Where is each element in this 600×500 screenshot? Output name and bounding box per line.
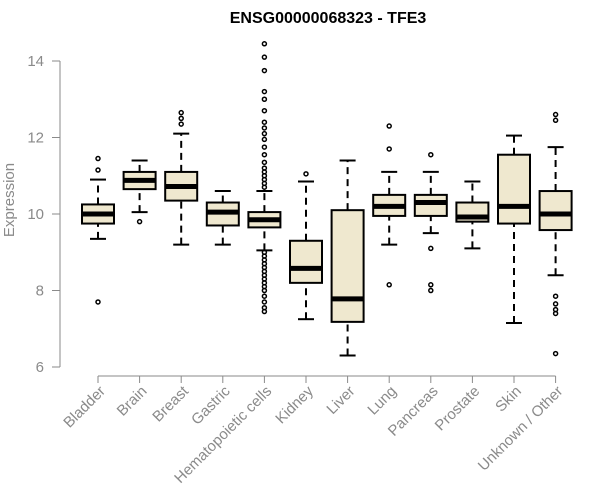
outlier-point	[261, 299, 268, 305]
outlier-point	[386, 146, 392, 152]
outlier-point	[178, 109, 184, 116]
box-lung	[372, 123, 407, 288]
box-unknown-other	[538, 111, 573, 357]
y-tick-label: 8	[36, 283, 44, 300]
y-tick-label: 10	[27, 206, 44, 223]
outlier-point	[261, 130, 268, 137]
box-brain	[122, 159, 157, 225]
outlier-point	[261, 119, 268, 125]
x-tick-label: Liver	[323, 383, 358, 418]
outlier-point	[386, 282, 392, 288]
outlier-point	[178, 115, 184, 122]
outlier-point	[261, 67, 268, 74]
outlier-point	[552, 111, 559, 118]
outlier-point	[261, 88, 268, 95]
x-tick-label: Bladder	[60, 383, 109, 432]
box-iqr	[330, 209, 365, 323]
x-tick-label: Breast	[149, 382, 192, 425]
outlier-point	[261, 107, 268, 114]
outlier-point	[428, 287, 434, 294]
outlier-point	[428, 245, 434, 252]
outlier-point	[261, 125, 268, 131]
x-tick-label: Skin	[492, 383, 525, 416]
x-tick-label: Lung	[364, 383, 400, 419]
outlier-point	[95, 299, 101, 305]
outlier-point	[261, 136, 268, 143]
box-iqr	[413, 193, 448, 217]
outlier-point	[552, 301, 559, 307]
box-breast	[164, 109, 199, 246]
outlier-point	[552, 293, 559, 299]
outlier-point	[303, 171, 309, 177]
outlier-point	[552, 117, 559, 124]
x-tick-label: Prostate	[432, 383, 484, 435]
outlier-point	[178, 121, 184, 127]
box-iqr	[289, 239, 323, 284]
outlier-point	[261, 304, 268, 311]
x-tick-label: Kidney	[272, 382, 317, 427]
x-tick-label: Brain	[114, 383, 151, 420]
box-prostate	[455, 180, 490, 250]
outlier-point	[261, 159, 268, 166]
outlier-point	[95, 155, 101, 162]
outlier-point	[552, 350, 559, 357]
outlier-point	[386, 123, 392, 129]
outlier-point	[552, 306, 559, 313]
box-kidney	[289, 171, 323, 321]
outlier-point	[261, 151, 268, 158]
box-pancreas	[413, 151, 448, 294]
box-hematopoietic-cells	[247, 41, 282, 315]
outlier-point	[428, 151, 434, 158]
outlier-point	[261, 54, 268, 60]
box-gastric	[205, 190, 240, 246]
box-iqr	[497, 153, 531, 225]
y-axis: 6 8 10 12 14	[27, 53, 61, 376]
outlier-point	[136, 218, 143, 225]
outlier-point	[261, 249, 268, 255]
box-bladder	[81, 155, 115, 305]
chart-title: ENSG00000068323 - TFE3	[230, 10, 427, 27]
box-series	[81, 41, 573, 357]
outlier-point	[261, 96, 268, 102]
box-skin	[497, 134, 531, 325]
outlier-point	[261, 41, 268, 47]
outlier-point	[95, 167, 101, 173]
y-tick-label: 12	[27, 130, 44, 147]
outlier-point	[428, 282, 434, 288]
y-tick-label: 6	[36, 359, 44, 376]
y-axis-label: Expression	[1, 163, 18, 237]
outlier-point	[261, 165, 268, 171]
outlier-point	[261, 144, 268, 150]
box-liver	[330, 159, 365, 357]
y-tick-label: 14	[27, 53, 44, 70]
outlier-point	[261, 293, 268, 299]
box-iqr	[538, 190, 573, 232]
